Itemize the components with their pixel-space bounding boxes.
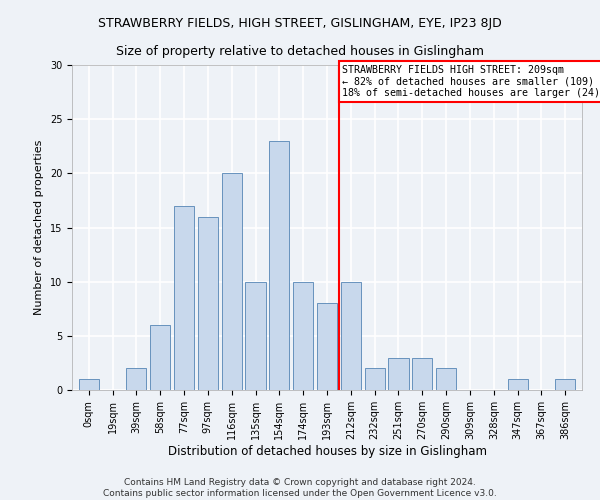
Bar <box>174 206 194 390</box>
Text: STRAWBERRY FIELDS HIGH STREET: 209sqm
← 82% of detached houses are smaller (109): STRAWBERRY FIELDS HIGH STREET: 209sqm ← … <box>343 65 600 98</box>
Bar <box>341 282 361 390</box>
Bar <box>436 368 456 390</box>
Bar <box>245 282 266 390</box>
Bar <box>198 216 218 390</box>
Bar <box>412 358 433 390</box>
Bar <box>555 379 575 390</box>
Bar <box>126 368 146 390</box>
Bar <box>508 379 528 390</box>
Bar <box>269 141 289 390</box>
Bar <box>221 174 242 390</box>
Text: Contains HM Land Registry data © Crown copyright and database right 2024.
Contai: Contains HM Land Registry data © Crown c… <box>103 478 497 498</box>
X-axis label: Distribution of detached houses by size in Gislingham: Distribution of detached houses by size … <box>167 444 487 458</box>
Y-axis label: Number of detached properties: Number of detached properties <box>34 140 44 315</box>
Text: Size of property relative to detached houses in Gislingham: Size of property relative to detached ho… <box>116 45 484 58</box>
Bar <box>79 379 99 390</box>
Text: STRAWBERRY FIELDS, HIGH STREET, GISLINGHAM, EYE, IP23 8JD: STRAWBERRY FIELDS, HIGH STREET, GISLINGH… <box>98 18 502 30</box>
Bar <box>388 358 409 390</box>
Bar <box>365 368 385 390</box>
Bar <box>150 325 170 390</box>
Bar <box>293 282 313 390</box>
Bar <box>317 304 337 390</box>
